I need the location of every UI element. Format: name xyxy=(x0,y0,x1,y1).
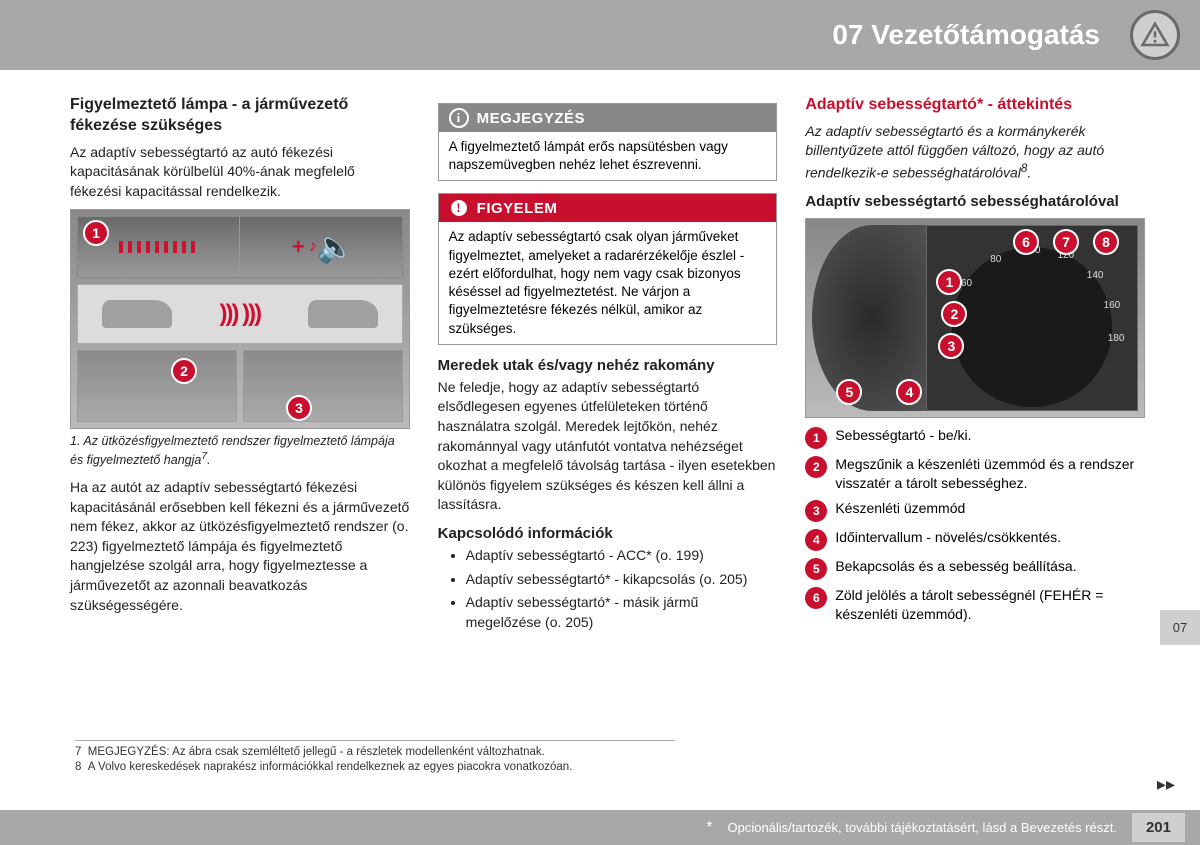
figure1-caption-text: 1. Az ütközésfigyelmeztető rendszer figy… xyxy=(70,434,395,466)
column-1: Figyelmeztető lámpa - a járművezető féke… xyxy=(70,95,410,636)
note-head: i MEGJEGYZÉS xyxy=(439,104,777,132)
num-badge: 6 xyxy=(805,587,827,609)
num-badge: 1 xyxy=(805,427,827,449)
num-badge: 2 xyxy=(805,456,827,478)
item-text: Időintervallum - növelés/csökkentés. xyxy=(835,528,1061,547)
note-title: MEGJEGYZÉS xyxy=(477,110,585,127)
col3-heading: Adaptív sebességtartó* - áttekintés xyxy=(805,95,1145,116)
warn-body: Az adaptív sebességtartó csak olyan járm… xyxy=(439,222,777,343)
chapter-title: 07 Vezetőtámogatás xyxy=(832,19,1100,51)
warn-icon: ! xyxy=(449,198,469,218)
car-left-icon xyxy=(102,300,172,328)
col3-h3: Adaptív sebességtartó sebességhatárolóva… xyxy=(805,193,1145,210)
side-tab-label: 07 xyxy=(1173,620,1187,635)
footnote-8: 8 A Volvo kereskedések naprakész informá… xyxy=(75,760,675,775)
list-item: 2 Megszűnik a készenléti üzemmód és a ren… xyxy=(805,455,1145,493)
fig1-bottom-row xyxy=(77,350,403,422)
link-item: Adaptív sebességtartó - ACC* (o. 199) xyxy=(466,546,778,566)
main-content: Figyelmeztető lámpa - a járművezető féke… xyxy=(0,70,1200,636)
car-right-icon xyxy=(308,300,378,328)
info-icon: i xyxy=(449,108,469,128)
fig1-radar-row: ))) ))) xyxy=(77,284,403,344)
gauge-tick: 180 xyxy=(1108,333,1125,344)
num-badge: 4 xyxy=(805,529,827,551)
fig1-detail-left xyxy=(77,350,237,422)
link-item: Adaptív sebességtartó* - másik jármű meg… xyxy=(466,593,778,632)
related-links: Adaptív sebességtartó - ACC* (o. 199) Ad… xyxy=(438,546,778,632)
item-text: Bekapcsolás és a sebesség beállítása. xyxy=(835,557,1076,576)
figure1-caption-sup: 7 xyxy=(201,451,207,462)
fn8-text: A Volvo kereskedések naprakész informáci… xyxy=(88,761,573,773)
continuation-arrows-icon: ▸▸ xyxy=(1157,774,1175,795)
warn-title: FIGYELEM xyxy=(477,200,558,217)
item-text: Megszűnik a készenléti üzemmód és a rend… xyxy=(835,455,1145,493)
col2-pa: Ne feledje, hogy az adaptív sebességtart… xyxy=(438,378,778,515)
radar-waves-icon: ))) ))) xyxy=(220,300,261,328)
col1-p1: Az adaptív sebességtartó az autó fékezés… xyxy=(70,143,410,202)
gauge-tick: 160 xyxy=(1104,300,1121,311)
fig1-speaker-panel: +♪🔈 xyxy=(239,217,401,277)
col2-h3a: Meredek utak és/vagy nehéz rakomány xyxy=(438,357,778,374)
col3-intro-text: Az adaptív sebességtartó és a kormányker… xyxy=(805,123,1104,181)
fig1-top-row: +♪🔈 xyxy=(77,216,403,278)
list-item: 5 Bekapcsolás és a sebesség beállítása. xyxy=(805,557,1145,580)
warning-triangle-icon xyxy=(1130,10,1180,60)
gauge-tick: 140 xyxy=(1087,270,1104,281)
footnotes: 7 MEGJEGYZÉS: Az ábra csak szemléltető j… xyxy=(75,740,675,775)
link-item: Adaptív sebességtartó* - kikapcsolás (o.… xyxy=(466,570,778,590)
numbered-list: 1 Sebességtartó - be/ki. 2 Megszűnik a kés… xyxy=(805,426,1145,624)
col1-p2: Ha az autót az adaptív sebességtartó fék… xyxy=(70,478,410,615)
side-chapter-tab: 07 xyxy=(1160,610,1200,645)
fn8-label: 8 xyxy=(75,761,81,773)
figure-collision-warning: +♪🔈 ))) ))) 1 2 3 xyxy=(70,209,410,429)
footer-star-icon: * xyxy=(706,819,712,837)
column-2: i MEGJEGYZÉS A figyelmeztető lámpát erős… xyxy=(438,95,778,636)
list-item: 4 Időintervallum - növelés/csökkentés. xyxy=(805,528,1145,551)
gauge-tick: 80 xyxy=(990,254,1001,265)
col3-intro: Az adaptív sebességtartó és a kormányker… xyxy=(805,122,1145,183)
item-text: Készenléti üzemmód xyxy=(835,499,965,518)
chapter-name: Vezetőtámogatás xyxy=(871,19,1100,50)
item-text: Zöld jelölés a tárolt sebességnél (FEHÉR… xyxy=(835,586,1145,624)
gauge-tick: 60 xyxy=(961,278,972,289)
num-badge: 5 xyxy=(805,558,827,580)
chapter-num: 07 xyxy=(832,19,863,50)
column-3: Adaptív sebességtartó* - áttekintés Az a… xyxy=(805,95,1145,636)
page-number: 201 xyxy=(1132,813,1185,842)
warn-head: ! FIGYELEM xyxy=(439,194,777,222)
col3-intro-sup: 8 xyxy=(1021,162,1027,175)
list-item: 6 Zöld jelölés a tárolt sebességnél (FEHÉ… xyxy=(805,586,1145,624)
footnote-7: 7 MEGJEGYZÉS: Az ábra csak szemléltető j… xyxy=(75,745,675,760)
fn7-label: 7 xyxy=(75,746,81,758)
page-header: 07 Vezetőtámogatás xyxy=(0,0,1200,70)
figure1-caption: 1. Az ütközésfigyelmeztető rendszer figy… xyxy=(70,433,410,468)
figure-steering-wheel: 20 40 60 80 100 120 140 160 180 1 2 3 4 … xyxy=(805,218,1145,418)
fig1-detail-right xyxy=(243,350,403,422)
warn-box: ! FIGYELEM Az adaptív sebességtartó csak… xyxy=(438,193,778,344)
col1-heading: Figyelmeztető lámpa - a járművezető féke… xyxy=(70,95,410,137)
col2-h3b: Kapcsolódó információk xyxy=(438,525,778,542)
item-text: Sebességtartó - be/ki. xyxy=(835,426,971,445)
footer-text: Opcionális/tartozék, további tájékoztatá… xyxy=(727,820,1116,835)
note-box: i MEGJEGYZÉS A figyelmeztető lámpát erős… xyxy=(438,103,778,181)
num-badge: 3 xyxy=(805,500,827,522)
list-item: 1 Sebességtartó - be/ki. xyxy=(805,426,1145,449)
note-body: A figyelmeztető lámpát erős napsütésben … xyxy=(439,132,777,180)
fn7-text: MEGJEGYZÉS: Az ábra csak szemléltető jel… xyxy=(88,746,545,758)
list-item: 3 Készenléti üzemmód xyxy=(805,499,1145,522)
page-footer: * Opcionális/tartozék, további tájékozta… xyxy=(0,810,1200,845)
